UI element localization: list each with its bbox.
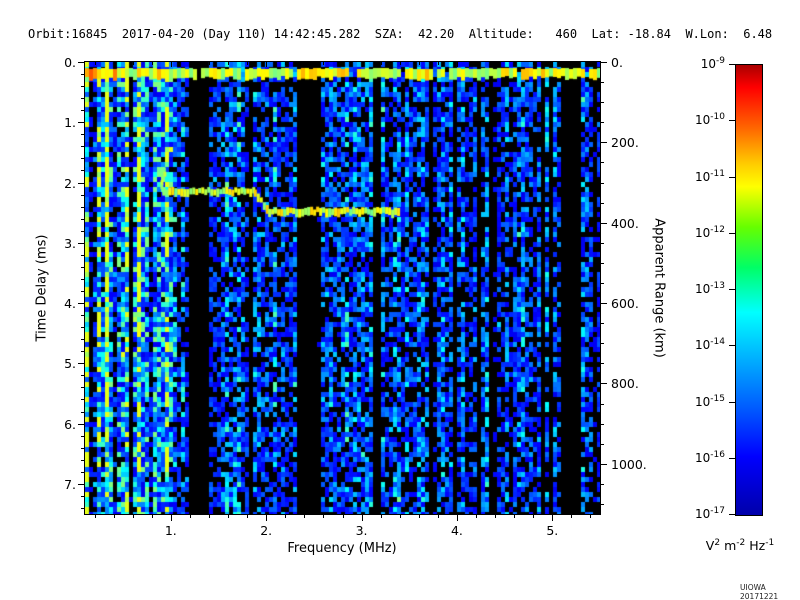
- y-axis-right-tick-label: 400.: [611, 215, 639, 231]
- x-axis-major-tick: [170, 515, 172, 521]
- x-axis-minor-tick: [342, 515, 344, 518]
- x-axis-minor-tick: [437, 515, 439, 518]
- y-axis-right-minor-tick: [601, 483, 604, 485]
- colorbar-tick-label: 10-14: [695, 337, 725, 353]
- x-axis-minor-tick: [208, 515, 210, 518]
- observation-header: Orbit:16845 2017-04-20 (Day 110) 14:42:4…: [28, 27, 773, 41]
- unit-base: m: [724, 538, 737, 554]
- x-axis-minor-tick: [590, 515, 592, 518]
- x-axis-minor-tick: [247, 515, 249, 518]
- y-axis-right-minor-tick: [601, 363, 604, 365]
- x-axis-minor-tick: [285, 515, 287, 518]
- x-axis-minor-tick: [113, 515, 115, 518]
- unit-exponent: -2: [736, 538, 746, 548]
- y-axis-right-minor-tick: [601, 323, 604, 325]
- x-axis-minor-tick: [304, 515, 306, 518]
- unit-exponent: -1: [765, 538, 775, 548]
- colorbar-unit-label: V2 m-2 Hz-1: [688, 538, 792, 553]
- colorbar-tick-label: 10-13: [695, 281, 725, 296]
- y-axis-right-minor-tick: [601, 343, 604, 345]
- x-axis-major-tick: [361, 515, 363, 521]
- y-axis-right-minor-tick: [601, 443, 604, 445]
- y-axis-left-tick-label: 0.: [64, 55, 76, 70]
- y-axis-right-minor-tick: [601, 102, 604, 104]
- y-axis-title-right: Apparent Range (km): [651, 218, 667, 358]
- y-axis-left-tick-label: 6.: [64, 416, 76, 432]
- y-axis-left-tick-label: 7.: [64, 476, 76, 492]
- x-axis-major-tick: [266, 515, 268, 521]
- y-axis-right-minor-tick: [601, 182, 604, 184]
- x-axis-minor-tick: [495, 515, 497, 518]
- x-axis-tick-label: 2.: [260, 523, 273, 538]
- x-axis-minor-tick: [399, 515, 401, 518]
- colorbar-tick-label: 10-17: [695, 506, 725, 521]
- colorbar: [735, 64, 763, 516]
- y-axis-right-minor-tick: [601, 403, 604, 405]
- y-axis-title-left: Time Delay (ms): [34, 234, 50, 342]
- y-axis-right-minor-tick: [601, 82, 604, 84]
- x-axis-minor-tick: [571, 515, 573, 518]
- y-axis-right-major-tick: [601, 142, 607, 144]
- y-axis-left-tick-label: 2.: [64, 175, 76, 191]
- y-axis-right-major-tick: [601, 222, 607, 224]
- x-axis-tick-label: 4.: [450, 523, 463, 538]
- x-axis-major-tick: [456, 515, 458, 521]
- y-axis-right-minor-tick: [601, 262, 604, 264]
- x-axis-minor-tick: [476, 515, 478, 518]
- y-axis-right-minor-tick: [601, 122, 604, 124]
- y-axis-right-major-tick: [601, 62, 607, 63]
- unit-base: Hz: [749, 538, 766, 554]
- y-axis-right-major-tick: [601, 303, 607, 305]
- y-axis-right-major-tick: [601, 463, 607, 465]
- y-axis-right-tick-label: 0.: [611, 55, 623, 70]
- colorbar-tick-label: 10-11: [695, 168, 725, 184]
- x-axis-tick-label: 3.: [355, 523, 368, 538]
- y-axis-left-tick-label: 1.: [64, 115, 76, 131]
- colorbar-tick-label: 10-9: [700, 56, 725, 71]
- x-axis-minor-tick: [323, 515, 325, 518]
- colorbar-tick-label: 10-12: [695, 224, 725, 240]
- x-axis-minor-tick: [380, 515, 382, 518]
- x-axis-minor-tick: [533, 515, 535, 518]
- x-axis-minor-tick: [418, 515, 420, 518]
- x-axis-major-tick: [552, 515, 554, 521]
- y-axis-right-minor-tick: [601, 423, 604, 425]
- credit-text: UIOWA 20171221: [740, 583, 779, 600]
- x-axis-minor-tick: [151, 515, 153, 518]
- colorbar-tick-label: 10-10: [695, 112, 725, 128]
- y-axis-right-minor-tick: [601, 503, 604, 505]
- y-axis-right-minor-tick: [601, 202, 604, 204]
- y-axis-right-minor-tick: [601, 242, 604, 244]
- y-axis-right-tick-label: 800.: [611, 376, 639, 392]
- x-axis-minor-tick: [189, 515, 191, 518]
- colorbar-tick-label: 10-15: [695, 393, 725, 409]
- colorbar-tick-label: 10-16: [695, 449, 725, 465]
- y-axis-right-tick-label: 1000.: [611, 456, 647, 472]
- spectrogram-canvas: [84, 61, 601, 515]
- x-axis-minor-tick: [94, 515, 96, 518]
- y-axis-right-major-tick: [601, 383, 607, 385]
- unit-exponent: 2: [714, 538, 721, 548]
- y-axis-left-tick-label: 3.: [64, 235, 76, 251]
- y-axis-right-tick-label: 600.: [611, 296, 639, 312]
- x-axis-tick-label: 1.: [164, 523, 177, 538]
- y-axis-left-tick-label: 4.: [64, 296, 76, 312]
- x-axis-minor-tick: [514, 515, 516, 518]
- y-axis-right-tick-label: 200.: [611, 135, 639, 151]
- unit-base: V: [705, 538, 715, 554]
- x-axis-minor-tick: [132, 515, 134, 518]
- x-axis-title: Frequency (MHz): [287, 541, 397, 556]
- y-axis-right-minor-tick: [601, 282, 604, 284]
- y-axis-left-tick-label: 5.: [64, 356, 76, 372]
- y-axis-right-minor-tick: [601, 162, 604, 164]
- x-axis-minor-tick: [228, 515, 230, 518]
- x-axis-tick-label: 5.: [546, 523, 559, 538]
